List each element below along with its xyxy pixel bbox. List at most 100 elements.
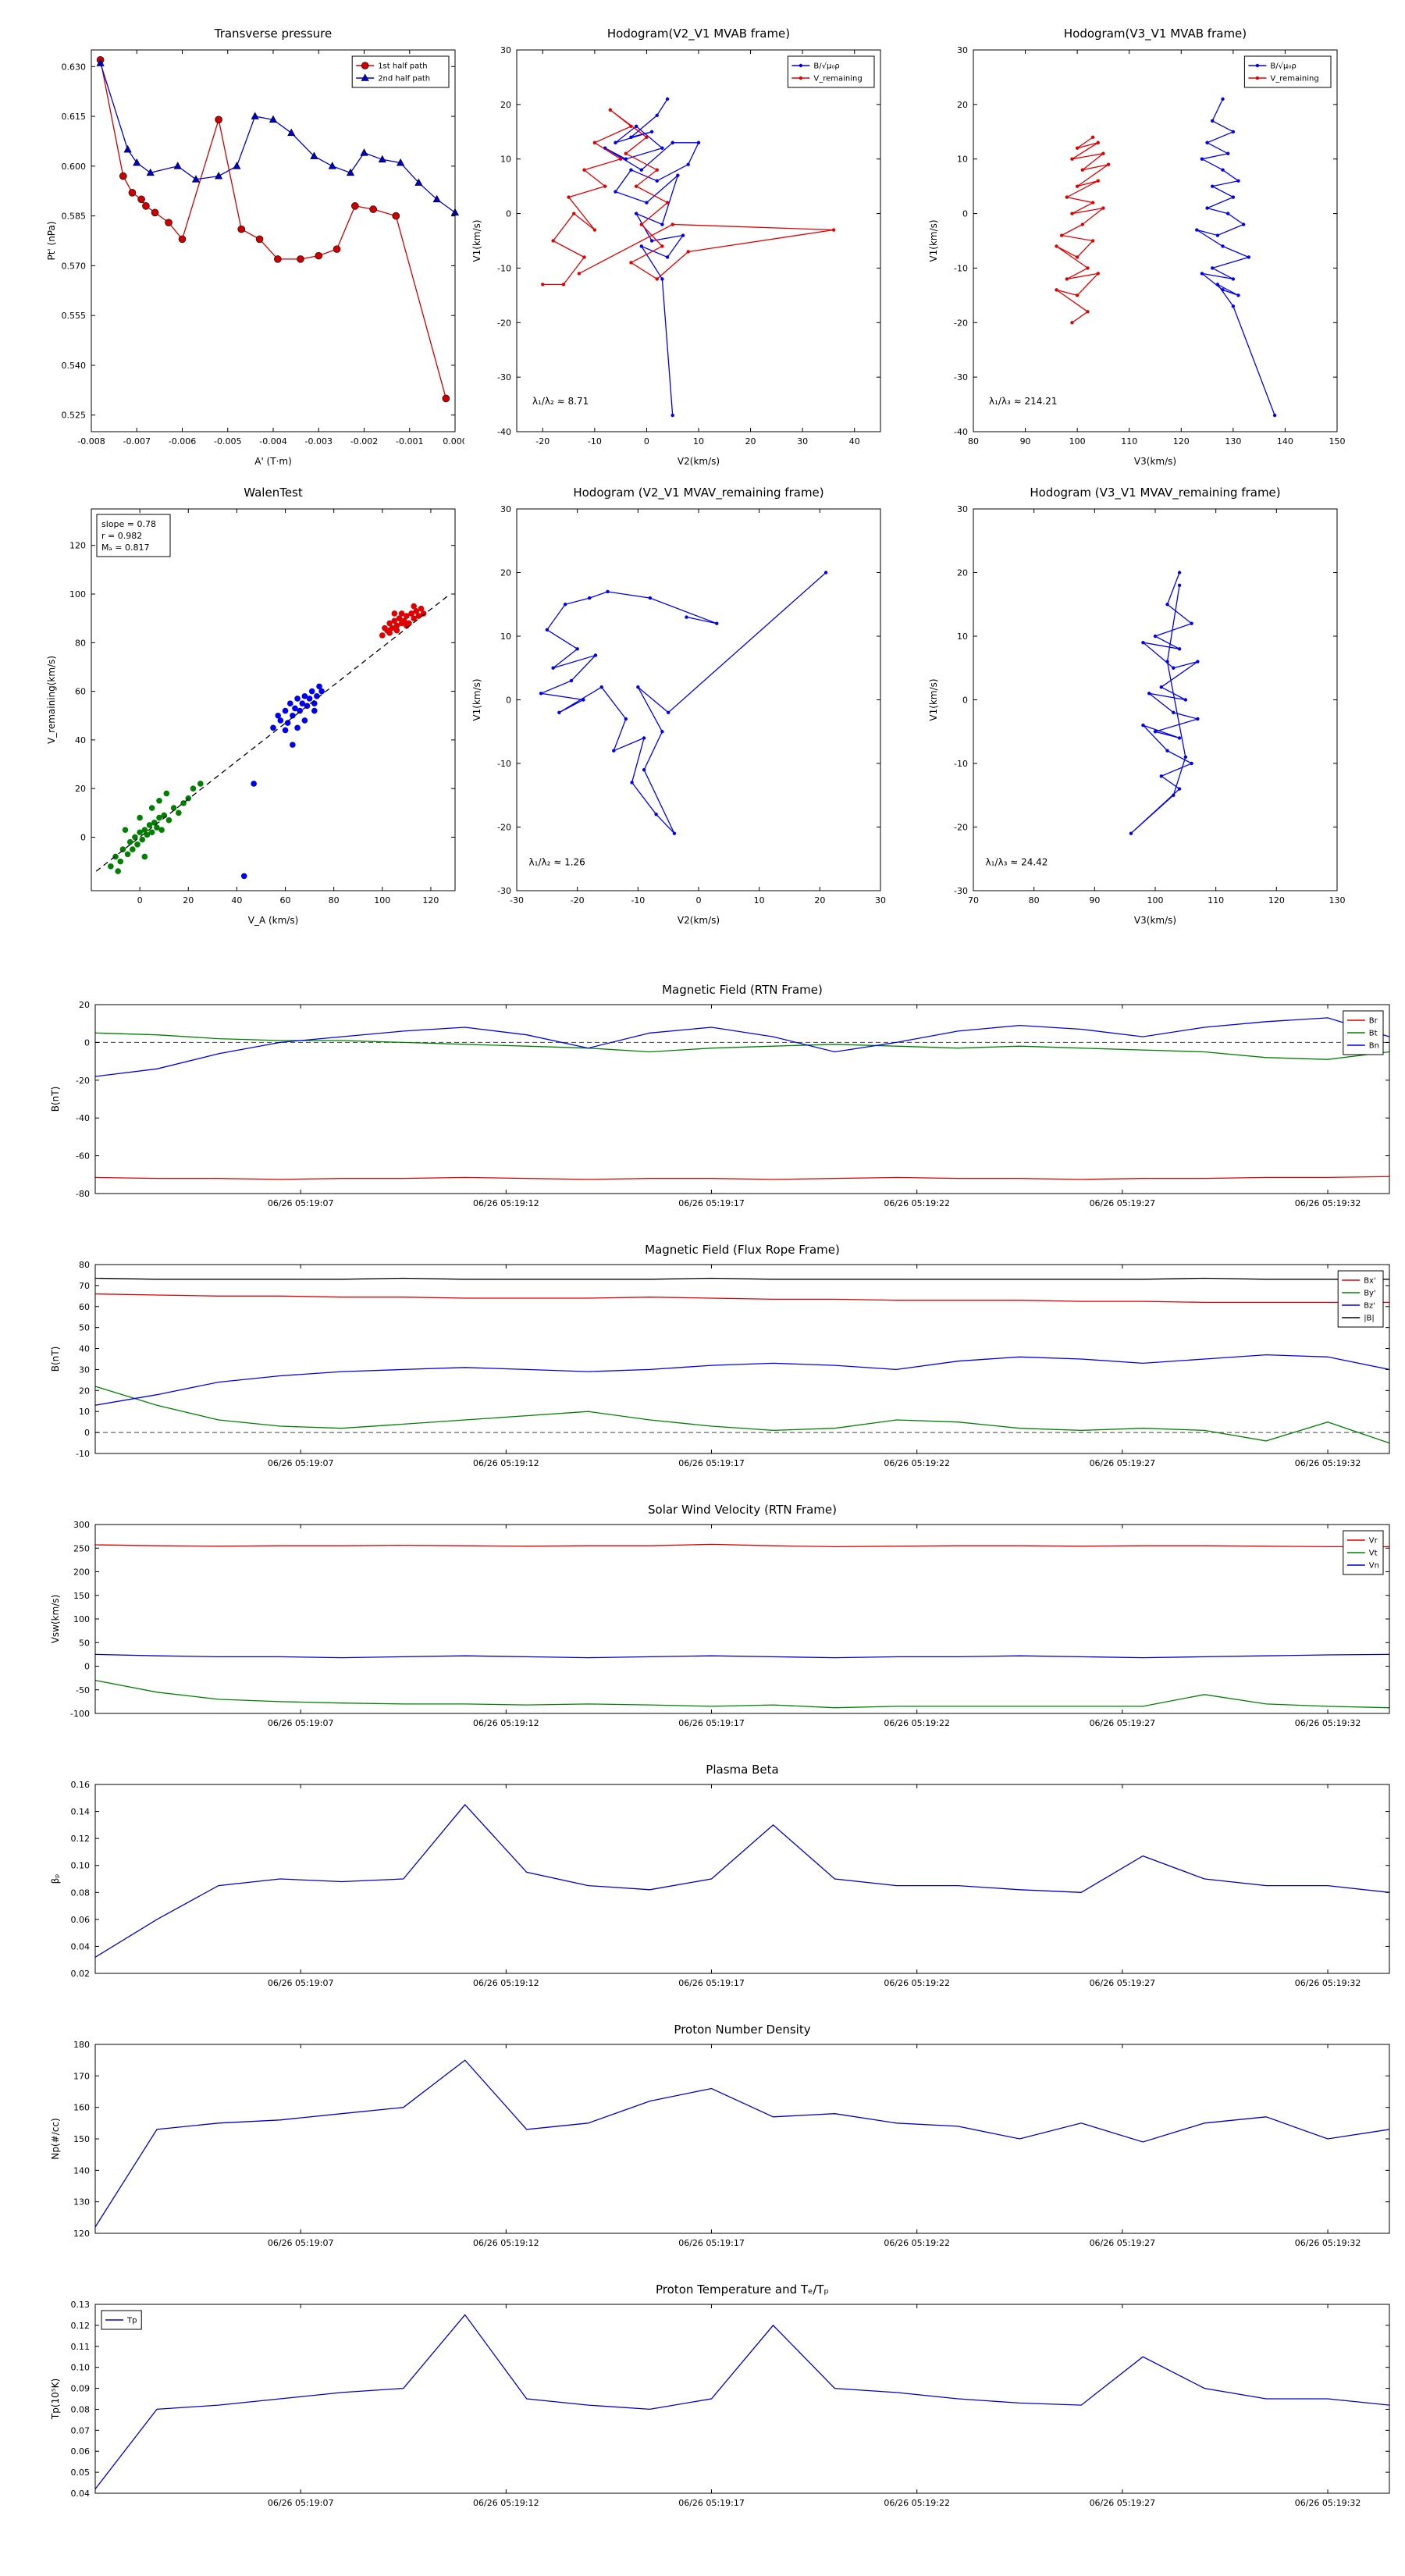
chart-hodogram-v2v1-mvab: Hodogram(V2_V1 MVAB frame) -20 -10 0 10 20 30… <box>468 23 890 469</box>
series-2nd half path <box>100 62 456 213</box>
series-Bn <box>94 1017 1390 1077</box>
legend: Br Bt Bn <box>1343 1010 1384 1055</box>
svg-text:06/26 05:19:32: 06/26 05:19:32 <box>1295 1458 1361 1468</box>
svg-text:06/26 05:19:07: 06/26 05:19:07 <box>268 2238 334 2248</box>
svg-text:Vn: Vn <box>1369 1562 1379 1571</box>
svg-text:-30: -30 <box>497 886 511 896</box>
axes: 06/26 05:19:07 06/26 05:19:12 06/26 05:19:… <box>50 2300 1390 2508</box>
svg-text:-30: -30 <box>954 372 968 382</box>
svg-text:06/26 05:19:27: 06/26 05:19:27 <box>1090 1198 1156 1208</box>
svg-text:λ₁/λ₂ ≈ 8.71: λ₁/λ₂ ≈ 8.71 <box>532 396 589 407</box>
hodogram-v2v1-mvab-plot: -20 -10 0 10 20 30 40 -40 -30 -20 -10 0 10 20 30 V2(km/… <box>471 45 881 467</box>
series-1st half path <box>100 59 447 399</box>
series-Br <box>94 1176 1390 1180</box>
svg-text:60: 60 <box>79 1302 90 1312</box>
svg-text:20: 20 <box>79 1386 90 1396</box>
svg-text:-20: -20 <box>954 318 968 328</box>
svg-text:40: 40 <box>231 895 242 906</box>
series-Tp <box>94 2314 1390 2489</box>
svg-text:Np(#/cc): Np(#/cc) <box>50 2118 61 2159</box>
svg-text:Bz': Bz' <box>1364 1302 1375 1311</box>
svg-text:B(nT): B(nT) <box>50 1347 61 1372</box>
svg-text:-40: -40 <box>76 1113 90 1123</box>
series-B <box>1196 98 1275 416</box>
svg-text:100: 100 <box>73 1614 90 1624</box>
series-By' <box>94 1386 1390 1444</box>
chart-title: Hodogram (V2_V1 MVAV_remaining frame) <box>573 486 824 500</box>
series-V_remaining <box>539 572 827 834</box>
svg-text:80: 80 <box>75 638 86 648</box>
magnetic-field-rtn-plot: 06/26 05:19:07 06/26 05:19:12 06/26 05:19:… <box>50 1000 1390 1208</box>
legend: Bx' By' Bz' |B| <box>1337 1270 1384 1328</box>
svg-text:100: 100 <box>1147 895 1164 906</box>
svg-text:06/26 05:19:27: 06/26 05:19:27 <box>1090 2498 1156 2508</box>
series-V_remaining <box>1130 572 1200 834</box>
svg-text:20: 20 <box>814 895 825 906</box>
series-Bx' <box>94 1293 1389 1304</box>
svg-text:80: 80 <box>79 1260 90 1270</box>
svg-text:0.11: 0.11 <box>71 2342 91 2352</box>
chart-hodogram-v2v1-mvav: Hodogram (V2_V1 MVAV_remaining frame) -3… <box>468 482 890 928</box>
svg-text:06/26 05:19:07: 06/26 05:19:07 <box>268 1198 334 1208</box>
proton-temperature-plot: 06/26 05:19:07 06/26 05:19:12 06/26 05:19:… <box>50 2300 1390 2508</box>
axes: 80 90 100 110 120 130 140 150 -40 -30 -20 -10 0 10 20 3… <box>928 45 1346 467</box>
chart-title: Proton Number Density <box>674 2023 811 2037</box>
hodogram-v2v1-mvav-plot: -30 -20 -10 0 10 20 30 -30 -20 -10 0 10 20 30 V2(km/s)… <box>471 504 886 926</box>
svg-text:V2(km/s): V2(km/s) <box>678 456 720 467</box>
series-group <box>1129 571 1200 835</box>
svg-text:V_remaining(km/s): V_remaining(km/s) <box>46 656 57 744</box>
svg-text:150: 150 <box>73 2134 90 2144</box>
svg-text:-50: -50 <box>76 1685 90 1695</box>
svg-text:140: 140 <box>1277 436 1293 447</box>
svg-text:-20: -20 <box>571 895 585 906</box>
svg-text:10: 10 <box>957 632 968 642</box>
svg-text:V3(km/s): V3(km/s) <box>1134 456 1176 467</box>
svg-text:0.13: 0.13 <box>71 2300 91 2310</box>
svg-text:06/26 05:19:07: 06/26 05:19:07 <box>268 1458 334 1468</box>
svg-text:Bn: Bn <box>1369 1042 1379 1051</box>
axes: -20 -10 0 10 20 30 40 -40 -30 -20 -10 0 10 20 30 V2(km/… <box>471 45 881 467</box>
chart-transverse-pressure: Transverse pressure -0.008 -0.007 -0.006 -0… <box>43 23 464 469</box>
svg-text:V1(km/s): V1(km/s) <box>928 678 939 720</box>
svg-text:90: 90 <box>1089 895 1100 906</box>
series-Vn <box>94 1653 1390 1659</box>
svg-text:06/26 05:19:27: 06/26 05:19:27 <box>1090 2238 1156 2248</box>
svg-text:150: 150 <box>73 1591 90 1601</box>
svg-text:-10: -10 <box>588 436 602 447</box>
svg-text:0.555: 0.555 <box>62 311 87 321</box>
svg-text:10: 10 <box>500 155 511 165</box>
legend: 1st half path 2nd half path <box>351 55 450 88</box>
svg-text:250: 250 <box>73 1543 90 1553</box>
svg-text:110: 110 <box>1121 436 1137 447</box>
svg-text:06/26 05:19:27: 06/26 05:19:27 <box>1090 1718 1156 1728</box>
series-V_remaining <box>1056 137 1109 323</box>
svg-text:0.12: 0.12 <box>71 1834 91 1844</box>
svg-text:slope = 0.78: slope = 0.78 <box>101 519 156 529</box>
svg-text:06/26 05:19:07: 06/26 05:19:07 <box>268 1978 334 1988</box>
series-Np <box>94 2059 1390 2228</box>
chart-magnetic-field-flux-rope: Magnetic Field (Flux Rope Frame) 06/26 0… <box>47 1240 1405 1485</box>
series-Vr <box>94 1543 1389 1548</box>
chart-hodogram-v3v1-mvav: Hodogram (V3_V1 MVAV_remaining frame) 70… <box>925 482 1346 928</box>
svg-text:0.16: 0.16 <box>71 1780 91 1790</box>
axes: 06/26 05:19:07 06/26 05:19:12 06/26 05:19:… <box>50 2040 1390 2248</box>
chart-walen-test: WalenTest 0 20 40 60 80 100 120 0 20 40 60 80 100 120… <box>43 482 464 928</box>
svg-text:10: 10 <box>754 895 765 906</box>
svg-text:06/26 05:19:12: 06/26 05:19:12 <box>473 1198 539 1208</box>
svg-text:-20: -20 <box>497 823 511 833</box>
svg-text:0.06: 0.06 <box>71 1915 91 1925</box>
chart-title: Hodogram(V2_V1 MVAB frame) <box>606 27 791 41</box>
axes: -30 -20 -10 0 10 20 30 -30 -20 -10 0 10 20 30 V2(km/s)… <box>471 504 886 926</box>
svg-text:B/√μ₀ρ: B/√μ₀ρ <box>813 62 839 71</box>
svg-text:B/√μ₀ρ: B/√μ₀ρ <box>1270 62 1296 71</box>
svg-text:0: 0 <box>84 1037 90 1048</box>
svg-text:20: 20 <box>183 895 194 906</box>
series-group <box>94 1017 1390 1180</box>
svg-text:B(nT): B(nT) <box>50 1087 61 1112</box>
svg-text:By': By' <box>1364 1290 1376 1298</box>
legend: Tp <box>101 2310 142 2330</box>
svg-text:0: 0 <box>84 1428 90 1438</box>
svg-text:06/26 05:19:27: 06/26 05:19:27 <box>1090 1458 1156 1468</box>
chart-solar-wind-velocity: Solar Wind Velocity (RTN Frame) 06/26 05… <box>47 1500 1405 1745</box>
